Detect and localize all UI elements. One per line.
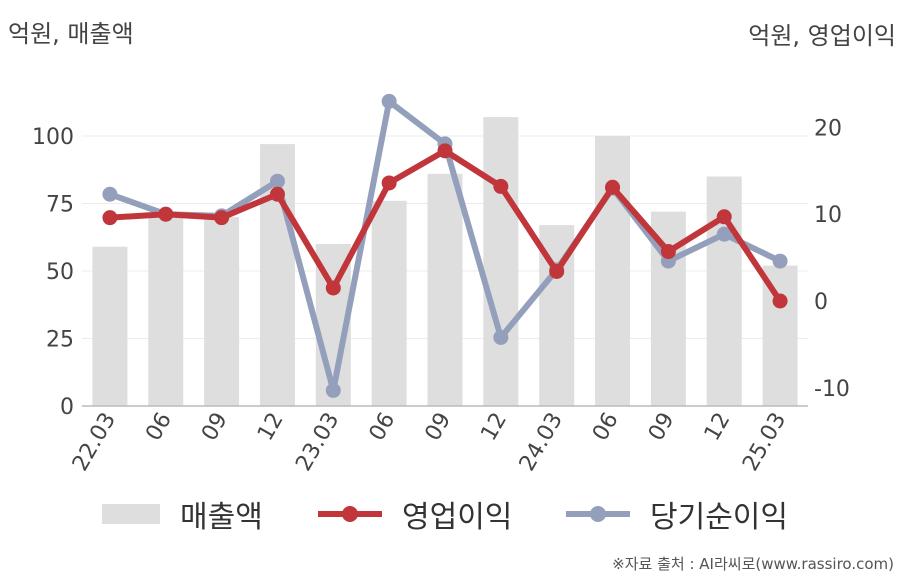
right-tick-label: -10: [814, 377, 850, 402]
operating-profit-point: [437, 143, 453, 159]
operating-profit-point: [269, 186, 285, 202]
legend-line-swatch-red: [318, 506, 382, 522]
revenue-bar: [204, 217, 240, 406]
right-axis-unit: 억원, 영업이익: [748, 22, 896, 50]
x-tick-label: 25.03: [738, 409, 791, 476]
revenue-bar: [427, 173, 463, 406]
x-tick-label: 24.03: [515, 409, 568, 476]
operating-profit-point: [493, 178, 509, 194]
revenue-bar: [371, 200, 407, 406]
operating-profit-point: [772, 293, 788, 309]
x-tick-label: 09: [421, 409, 457, 446]
net-income-point: [772, 253, 788, 269]
operating-profit-point: [214, 210, 230, 226]
x-tick-label: 12: [700, 409, 736, 446]
x-tick-label: 09: [644, 409, 680, 446]
net-income-point: [716, 226, 732, 242]
legend-item-revenue: 매출액: [102, 492, 263, 536]
x-tick-label: 09: [197, 409, 233, 446]
left-axis-unit: 억원, 매출액: [8, 20, 134, 48]
legend-item-net-income: 당기순이익: [566, 492, 788, 536]
net-income-point: [325, 382, 341, 398]
operating-profit-point: [158, 206, 174, 222]
legend-label-net-income: 당기순이익: [650, 500, 788, 535]
right-tick-label: 20: [814, 116, 842, 141]
legend-label-revenue: 매출액: [180, 500, 263, 535]
operating-profit-point: [549, 263, 565, 279]
revenue-bar: [483, 117, 519, 406]
x-tick-label: 23.03: [291, 409, 344, 476]
legend-bar-swatch: [102, 504, 160, 524]
left-tick-label: 0: [60, 395, 74, 420]
operating-profit-point: [381, 175, 397, 191]
left-tick-label: 25: [46, 328, 74, 353]
legend-item-operating-profit: 영업이익: [318, 492, 512, 536]
revenue-bar: [92, 246, 128, 406]
x-tick-label: 06: [588, 409, 624, 446]
legend-label-operating-profit: 영업이익: [402, 500, 513, 535]
net-income-point: [102, 186, 118, 202]
left-tick-label: 50: [46, 260, 74, 285]
revenue-bar: [148, 214, 184, 406]
operating-profit-point: [660, 244, 676, 260]
net-income-point: [381, 93, 397, 109]
operating-profit-point: [325, 280, 341, 296]
right-tick-label: 10: [814, 203, 842, 228]
x-tick-label: 12: [476, 409, 512, 446]
net-income-point: [269, 173, 285, 189]
net-income-point: [493, 329, 509, 345]
x-tick-label: 22.03: [68, 409, 121, 476]
operating-profit-point: [102, 210, 118, 226]
x-tick-label: 06: [365, 409, 401, 446]
x-tick-label: 06: [141, 409, 177, 446]
chart-legend: 매출액 영업이익 당기순이익: [0, 492, 908, 536]
operating-profit-point: [716, 209, 732, 225]
left-tick-label: 100: [32, 125, 74, 150]
right-tick-label: 0: [814, 290, 828, 315]
operating-profit-point: [605, 179, 621, 195]
left-tick-label: 75: [46, 193, 74, 218]
revenue-bar: [762, 265, 798, 406]
legend-line-swatch-gray: [566, 506, 630, 522]
revenue-bar: [595, 136, 631, 406]
source-note: ※자료 출처 : AI라씨로(www.rassiro.com): [612, 555, 894, 573]
x-tick-label: 12: [253, 409, 289, 446]
